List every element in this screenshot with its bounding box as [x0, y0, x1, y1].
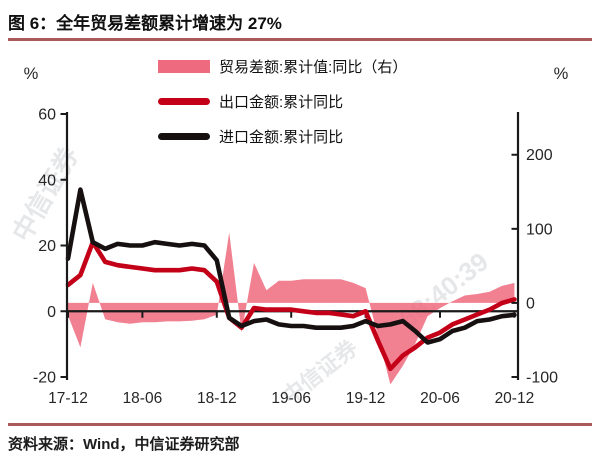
- legend-label-trade-balance: 贸易差额:累计值:同比（右）: [219, 59, 408, 76]
- x-axis-tick-label: 17-12: [48, 390, 88, 407]
- trade-balance-swatch-icon: [158, 60, 210, 73]
- chart-title: 图 6：全年贸易差额累计增速为 27%: [8, 14, 282, 33]
- title-divider: [8, 38, 592, 41]
- x-axis-tick-label: 18-12: [197, 390, 237, 407]
- legend-label-exports: 出口金额:累计同比: [219, 94, 344, 111]
- right-axis-tick-label: -100: [526, 370, 558, 387]
- legend-swatch-box: [158, 60, 210, 73]
- x-axis-tick-label: 19-12: [346, 390, 386, 407]
- source-note: 资料来源：Wind，中信证券研究部: [8, 436, 240, 453]
- legend-item-exports: 出口金额:累计同比: [158, 91, 407, 112]
- left-axis-tick-label: 60: [38, 107, 56, 124]
- source-divider: [8, 423, 592, 426]
- legend-swatch-box: [158, 98, 210, 105]
- legend-item-trade-balance: 贸易差额:累计值:同比（右）: [158, 56, 407, 77]
- left-axis-tick-label: 20: [38, 238, 56, 255]
- x-axis-tick-label: 19-06: [271, 390, 311, 407]
- trade-balance-area: [68, 232, 515, 385]
- x-axis-tick-label: 20-12: [495, 390, 535, 407]
- right-axis-tick-label: 0: [526, 295, 535, 312]
- right-axis-tick-label: 200: [526, 147, 553, 164]
- exports-swatch-icon: [158, 98, 210, 105]
- chart-legend: 贸易差额:累计值:同比（右） 出口金额:累计同比 进口金额:累计同比: [158, 56, 407, 161]
- x-axis-tick-label: 18-06: [123, 390, 163, 407]
- x-axis-tick-label: 20-06: [420, 390, 460, 407]
- legend-label-imports: 进口金额:累计同比: [219, 129, 344, 146]
- left-axis-tick-label: 0: [47, 304, 56, 321]
- imports-line: [65, 187, 517, 345]
- left-axis-tick-label: 40: [38, 172, 56, 189]
- left-axis-unit-label: %: [24, 65, 39, 83]
- legend-item-imports: 进口金额:累计同比: [158, 126, 407, 147]
- right-axis-tick-label: 100: [526, 221, 553, 238]
- exports-line: [65, 239, 517, 372]
- legend-swatch-box: [158, 133, 210, 140]
- right-axis-unit-label: %: [554, 65, 569, 83]
- left-axis-tick-label: -20: [33, 370, 56, 387]
- imports-swatch-icon: [158, 133, 210, 140]
